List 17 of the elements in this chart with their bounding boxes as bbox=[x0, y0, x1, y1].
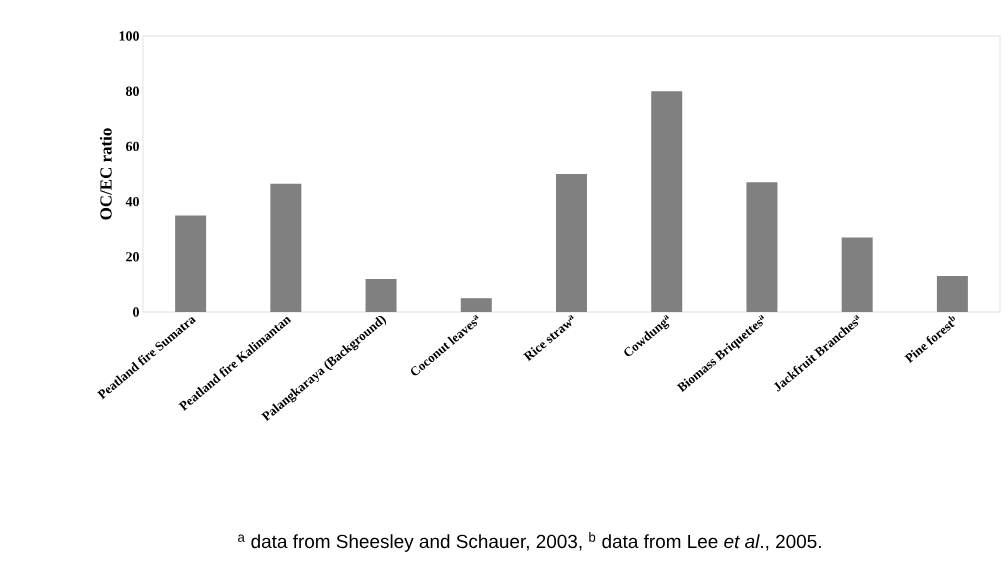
bar bbox=[556, 174, 587, 312]
y-tick-label: 0 bbox=[133, 307, 139, 317]
bar bbox=[651, 91, 683, 312]
y-tick-label: 20 bbox=[126, 252, 139, 262]
y-axis-title: OC/EC ratio bbox=[99, 128, 112, 220]
bar bbox=[270, 183, 302, 312]
bar bbox=[936, 276, 968, 312]
text: $^{a}$ data from Sheesley and Schauer, 2003, $^{b}$ data from Lee et al., 2005. bbox=[238, 532, 821, 552]
y-tick-label: 100 bbox=[119, 31, 139, 41]
y-tick-label: 80 bbox=[126, 86, 139, 96]
bar bbox=[841, 237, 873, 312]
bar bbox=[746, 182, 778, 312]
y-tick-label: 40 bbox=[125, 196, 139, 207]
bar bbox=[460, 298, 492, 312]
y-tick-label: 60 bbox=[126, 141, 139, 152]
bar bbox=[365, 278, 397, 312]
bar bbox=[175, 215, 207, 312]
